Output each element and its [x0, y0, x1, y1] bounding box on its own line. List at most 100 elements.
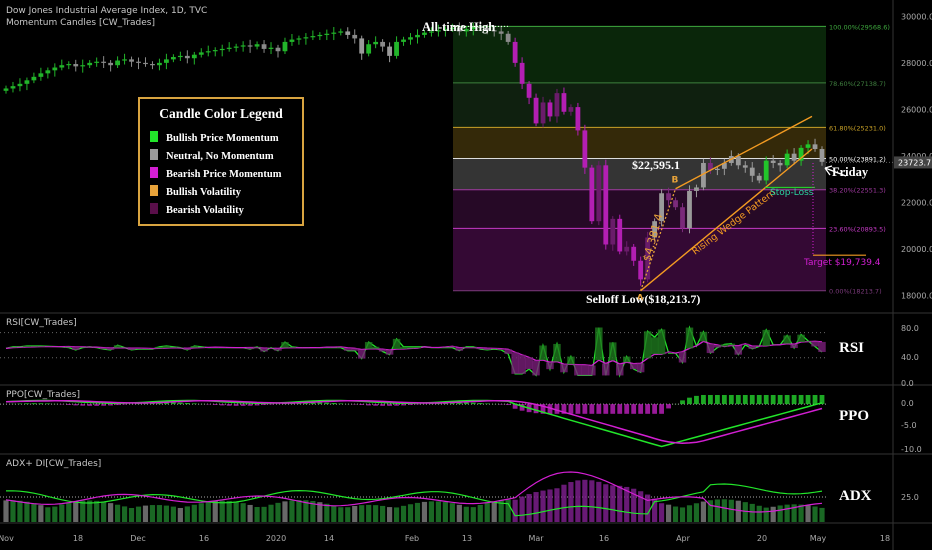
di-minus-line	[5, 471, 823, 513]
ppo-histogram-bar	[247, 404, 253, 406]
ppo-histogram-bar	[603, 404, 609, 414]
ppo-histogram-bar	[708, 394, 713, 405]
price-tick-label: 22000.0	[901, 199, 932, 208]
ppo-histogram-bar	[115, 404, 120, 406]
ppo-histogram-bar	[108, 404, 114, 406]
ppo-histogram-bar	[666, 404, 671, 409]
ppo-histogram-bar	[394, 404, 399, 406]
adx-volume-bar	[693, 503, 700, 522]
adx-volume-bar	[554, 488, 560, 522]
legend-title: Candle Color Legend	[159, 106, 283, 121]
candle-body	[191, 54, 197, 59]
adx-volume-bar	[714, 499, 720, 522]
adx-volume-bar	[798, 504, 804, 522]
candle-body	[756, 175, 762, 181]
adx-volume-bar	[414, 502, 421, 522]
time-tick-label: 18	[73, 534, 83, 543]
friday-label: Friday	[832, 165, 869, 179]
candle-body	[219, 48, 225, 51]
candle-body	[436, 30, 441, 32]
candle-body	[449, 27, 455, 30]
adx-volume-bar	[575, 480, 581, 522]
candle-body	[721, 162, 727, 169]
ppo-histogram-bar	[659, 404, 664, 414]
adx-volume-bar	[324, 503, 330, 522]
adx-volume-bar	[135, 506, 142, 522]
ppo-histogram-bar	[429, 403, 434, 405]
adx-volume-bar	[45, 507, 51, 522]
candle-body	[540, 102, 546, 124]
candle-body	[561, 93, 567, 112]
candle-body	[484, 27, 490, 31]
adx-volume-bar	[282, 501, 288, 522]
ppo-histogram-bar	[66, 404, 72, 405]
adx-header: ADX+ DI[CW_Trades]	[6, 459, 102, 469]
adx-volume-bar	[352, 505, 358, 522]
ppo-histogram-bar	[17, 403, 23, 405]
adx-volume-bar	[812, 506, 818, 522]
ppo-histogram-bar	[80, 404, 86, 406]
candle-body	[108, 62, 114, 66]
candle-body	[17, 83, 23, 87]
ppo-line	[5, 399, 823, 448]
ppo-histogram-bar	[735, 394, 741, 405]
adx-volume-bar	[177, 507, 183, 522]
candle-body	[352, 34, 358, 39]
ppo-histogram-bar	[177, 402, 183, 405]
candle-body	[331, 32, 337, 34]
candle-body	[533, 97, 539, 124]
adx-volume-bar	[491, 501, 497, 522]
ppo-histogram-bar	[240, 404, 246, 406]
adx-volume-bar	[240, 503, 246, 522]
candle-body	[505, 33, 511, 42]
time-tick-label: 2020	[266, 534, 286, 543]
candle-body	[701, 162, 706, 188]
candle-body	[198, 52, 204, 55]
adx-volume-bar	[624, 486, 630, 522]
ppo-histogram-bar	[714, 394, 720, 405]
ppo-histogram-bar	[136, 403, 141, 405]
candle-body	[415, 34, 420, 38]
ppo-histogram-bar	[721, 394, 727, 405]
adx-volume-bar	[407, 504, 414, 522]
adx-volume-bar	[700, 501, 707, 522]
adx-volume-bar	[87, 500, 93, 522]
time-tick-label: 16	[599, 534, 609, 543]
candle-body	[66, 64, 72, 66]
candle-body	[512, 41, 518, 63]
adx-volume-bar	[672, 506, 679, 522]
ppo-histogram-bar	[401, 404, 406, 406]
candle-body	[115, 60, 120, 66]
adx-volume-bar	[526, 494, 532, 522]
adx-volume-bar	[3, 500, 9, 522]
fib-band	[453, 82, 826, 128]
adx-volume-bar	[359, 505, 365, 522]
adx-volume-bar	[59, 504, 65, 522]
ppo-histogram-bar	[575, 404, 581, 414]
ppo-histogram-bar	[749, 394, 755, 405]
ppo-histogram-bar	[568, 404, 574, 414]
candle-body	[282, 41, 288, 52]
adx-volume-bar	[421, 501, 428, 522]
fib-level-label: 23.60%(20893.5)	[829, 225, 886, 233]
candle-body	[442, 29, 448, 31]
candle-body	[184, 55, 190, 59]
ppo-signal-line	[5, 399, 823, 444]
candle-body	[568, 107, 574, 112]
adx-volume-bar	[142, 505, 149, 522]
candle-body	[735, 156, 741, 166]
adx-volume-bar	[665, 504, 672, 522]
candle-body	[429, 31, 434, 33]
adx-volume-bar	[296, 500, 302, 522]
ppo-histogram-bar	[770, 394, 776, 405]
rsi-tick-label: 40.0	[901, 353, 919, 362]
adx-volume-bar	[686, 505, 693, 522]
ppo-histogram-bar	[310, 402, 316, 405]
adx-volume-bar	[345, 507, 351, 522]
candle-body	[366, 44, 372, 54]
adx-volume-bar	[456, 504, 462, 522]
adx-volume-bar	[505, 499, 511, 522]
candle-body	[770, 160, 776, 163]
candle-body	[3, 88, 9, 91]
candle-body	[226, 47, 232, 49]
